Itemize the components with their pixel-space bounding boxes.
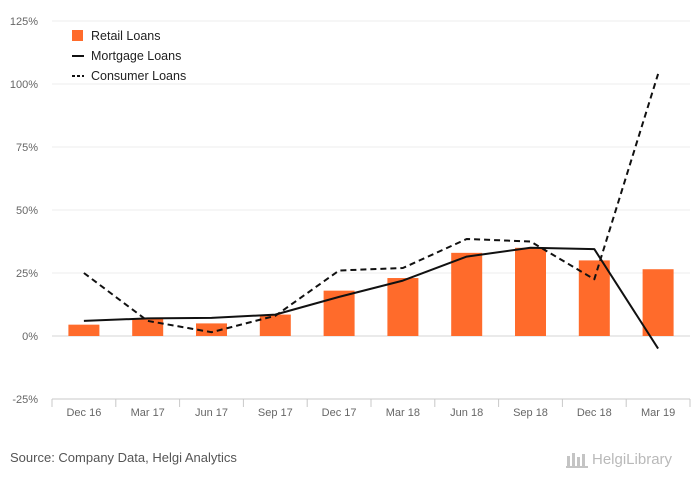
x-tick-label: Sep 17 (258, 407, 293, 419)
line-series (83, 73, 660, 350)
bar (323, 290, 355, 336)
y-tick-label: 25% (16, 268, 38, 280)
x-tick-label: Dec 18 (577, 407, 612, 419)
y-tick-label: 100% (10, 79, 38, 91)
x-tick-label: Mar 19 (641, 407, 675, 419)
legend-label: Retail Loans (91, 29, 161, 43)
brand-name: HelgiLibrary (592, 450, 673, 468)
x-tick-label: Sep 18 (513, 407, 548, 419)
bar (196, 323, 227, 336)
y-axis-tick-labels: 125% 100% 75% 50% 25% 0% -25% (10, 16, 38, 406)
legend: Retail Loans Mortgage Loans Consumer Loans (72, 29, 186, 83)
x-tick-label: Mar 17 (131, 407, 165, 419)
source-note: Source: Company Data, Helgi Analytics (10, 450, 237, 465)
dashed-series-line (83, 73, 660, 334)
y-tick-label: 0% (22, 331, 38, 343)
retail-loans-bars (68, 247, 674, 336)
bar (515, 247, 546, 336)
bar (68, 324, 100, 336)
bar (387, 278, 419, 336)
x-axis-tick-labels: Dec 16 Mar 17 Jun 17 Sep 17 Dec 17 Mar 18 Jun … (66, 407, 675, 419)
bar (259, 314, 291, 336)
y-tick-label: 50% (16, 205, 38, 217)
legend-label: Mortgage Loans (91, 49, 181, 63)
y-tick-label: 75% (16, 142, 38, 154)
x-axis (51, 398, 691, 407)
bar (578, 260, 610, 336)
bar (451, 252, 483, 336)
solid-series-line (83, 246, 659, 350)
y-tick-label: 125% (10, 16, 38, 28)
x-tick-label: Mar 18 (386, 407, 420, 419)
x-tick-label: Dec 17 (322, 407, 357, 419)
brand-logo: HelgiLibrary (566, 448, 694, 470)
library-logo-icon (566, 453, 588, 468)
legend-swatch (72, 30, 83, 41)
x-tick-label: Dec 16 (66, 407, 101, 419)
x-tick-label: Jun 17 (195, 407, 228, 419)
y-tick-label: -25% (12, 394, 38, 406)
bar (642, 269, 674, 336)
legend-label: Consumer Loans (91, 69, 186, 83)
bar (132, 318, 164, 336)
x-tick-label: Jun 18 (450, 407, 483, 419)
